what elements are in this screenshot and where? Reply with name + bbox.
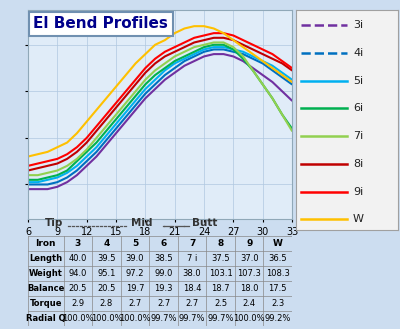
Text: 100.0%: 100.0%	[62, 314, 94, 323]
Text: W: W	[273, 240, 283, 248]
Text: 99.2%: 99.2%	[264, 314, 291, 323]
Text: 38.0: 38.0	[183, 269, 202, 278]
Text: 2.9: 2.9	[71, 299, 84, 308]
Text: 2.7: 2.7	[186, 299, 199, 308]
Text: 37.5: 37.5	[211, 254, 230, 263]
Text: Butt: Butt	[192, 218, 218, 228]
Text: 20.5: 20.5	[69, 284, 87, 293]
Text: Radial Q: Radial Q	[26, 314, 66, 323]
Text: 19.3: 19.3	[154, 284, 173, 293]
Text: Torque: Torque	[30, 299, 62, 308]
Text: Weight: Weight	[29, 269, 63, 278]
Text: 97.2: 97.2	[126, 269, 144, 278]
Text: 7 i: 7 i	[187, 254, 197, 263]
Text: El Bend Profiles: El Bend Profiles	[33, 16, 168, 31]
Text: 108.3: 108.3	[266, 269, 290, 278]
Text: Mid: Mid	[131, 218, 152, 228]
Text: 99.0: 99.0	[154, 269, 173, 278]
Text: 3i: 3i	[353, 20, 363, 30]
Text: 3: 3	[75, 240, 81, 248]
Text: 19.7: 19.7	[126, 284, 144, 293]
Text: 18.0: 18.0	[240, 284, 258, 293]
Text: 39.5: 39.5	[97, 254, 116, 263]
Text: 7: 7	[189, 240, 195, 248]
Text: 2.5: 2.5	[214, 299, 227, 308]
Text: 38.5: 38.5	[154, 254, 173, 263]
Text: Iron: Iron	[36, 240, 56, 248]
Text: 2.7: 2.7	[128, 299, 142, 308]
Text: W: W	[353, 214, 364, 224]
Text: 36.5: 36.5	[268, 254, 287, 263]
Text: 103.1: 103.1	[209, 269, 232, 278]
Text: 99.7%: 99.7%	[179, 314, 205, 323]
Text: Tip: Tip	[45, 218, 64, 228]
Text: 2.4: 2.4	[243, 299, 256, 308]
Text: 100.0%: 100.0%	[91, 314, 122, 323]
Text: 5i: 5i	[353, 76, 363, 86]
Text: 7i: 7i	[353, 131, 363, 141]
Text: 17.5: 17.5	[268, 284, 287, 293]
Text: 100.0%: 100.0%	[233, 314, 265, 323]
Text: 8: 8	[218, 240, 224, 248]
Text: 99.7%: 99.7%	[207, 314, 234, 323]
Text: 9: 9	[246, 240, 252, 248]
Text: 5: 5	[132, 240, 138, 248]
Text: 9i: 9i	[353, 187, 363, 196]
Text: 4i: 4i	[353, 48, 363, 58]
Text: 2.8: 2.8	[100, 299, 113, 308]
Text: 8i: 8i	[353, 159, 363, 169]
Text: 4: 4	[103, 240, 110, 248]
Text: 18.4: 18.4	[183, 284, 201, 293]
Text: 2.3: 2.3	[271, 299, 284, 308]
Text: 40.0: 40.0	[69, 254, 87, 263]
Text: 94.0: 94.0	[69, 269, 87, 278]
Text: 95.1: 95.1	[97, 269, 116, 278]
Text: 6: 6	[160, 240, 167, 248]
Text: 18.7: 18.7	[211, 284, 230, 293]
Text: 2.7: 2.7	[157, 299, 170, 308]
Text: 39.0: 39.0	[126, 254, 144, 263]
Text: 99.7%: 99.7%	[150, 314, 177, 323]
Text: Balance: Balance	[27, 284, 64, 293]
Text: 20.5: 20.5	[97, 284, 116, 293]
Text: Length: Length	[29, 254, 62, 263]
Text: 107.3: 107.3	[237, 269, 261, 278]
Text: 37.0: 37.0	[240, 254, 258, 263]
Text: 6i: 6i	[353, 103, 363, 114]
Text: 100.0%: 100.0%	[119, 314, 151, 323]
